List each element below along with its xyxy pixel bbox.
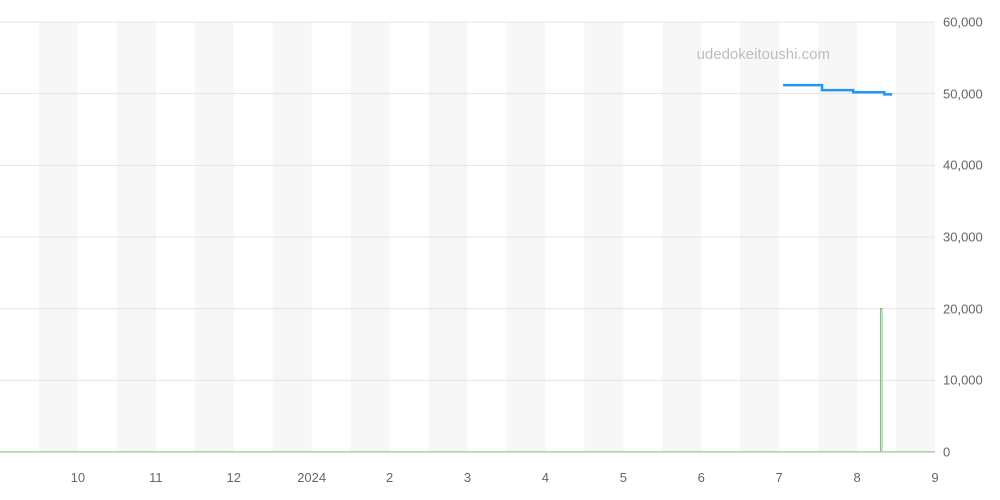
x-tick-label: 2 <box>386 470 393 485</box>
x-tick-label: 3 <box>464 470 471 485</box>
plot-series <box>0 22 935 452</box>
y-tick-label: 20,000 <box>943 301 983 316</box>
x-tick-label: 9 <box>931 470 938 485</box>
x-tick-label: 4 <box>542 470 549 485</box>
y-tick-label: 10,000 <box>943 373 983 388</box>
y-axis: 010,00020,00030,00040,00050,00060,000 <box>935 22 1000 452</box>
plot-area: udedokeitoushi.com <box>0 22 935 452</box>
price-chart: udedokeitoushi.com 0 10,000 20,000 30,000 40… <box>0 0 1000 500</box>
y-tick-label: 0 <box>943 445 950 460</box>
x-tick-label: 8 <box>853 470 860 485</box>
y-tick-label: 40,000 <box>943 158 983 173</box>
watermark-text: udedokeitoushi.com <box>697 46 830 63</box>
y-tick-label: 30,000 <box>943 230 983 245</box>
x-axis: 10 11 12 2024 2 3 4 5 6 7 8 9 <box>0 452 935 500</box>
x-tick-label: 2024 <box>297 470 326 485</box>
x-tick-label: 12 <box>227 470 241 485</box>
x-tick-label: 6 <box>698 470 705 485</box>
x-tick-label: 11 <box>149 470 163 485</box>
x-tick-label: 5 <box>620 470 627 485</box>
x-tick-label: 7 <box>776 470 783 485</box>
y-tick-label: 50,000 <box>943 86 983 101</box>
y-tick-label: 60,000 <box>943 15 983 30</box>
x-tick-label: 10 <box>71 470 85 485</box>
